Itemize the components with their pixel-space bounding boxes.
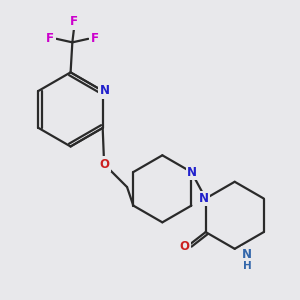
Text: O: O xyxy=(99,158,109,171)
Text: F: F xyxy=(46,32,54,45)
Text: N: N xyxy=(99,84,110,98)
Text: H: H xyxy=(243,261,251,271)
Text: F: F xyxy=(91,32,99,45)
Text: N: N xyxy=(242,248,252,261)
Text: N: N xyxy=(187,166,197,178)
Text: F: F xyxy=(70,15,78,28)
Text: O: O xyxy=(179,240,190,253)
Text: N: N xyxy=(199,192,209,205)
